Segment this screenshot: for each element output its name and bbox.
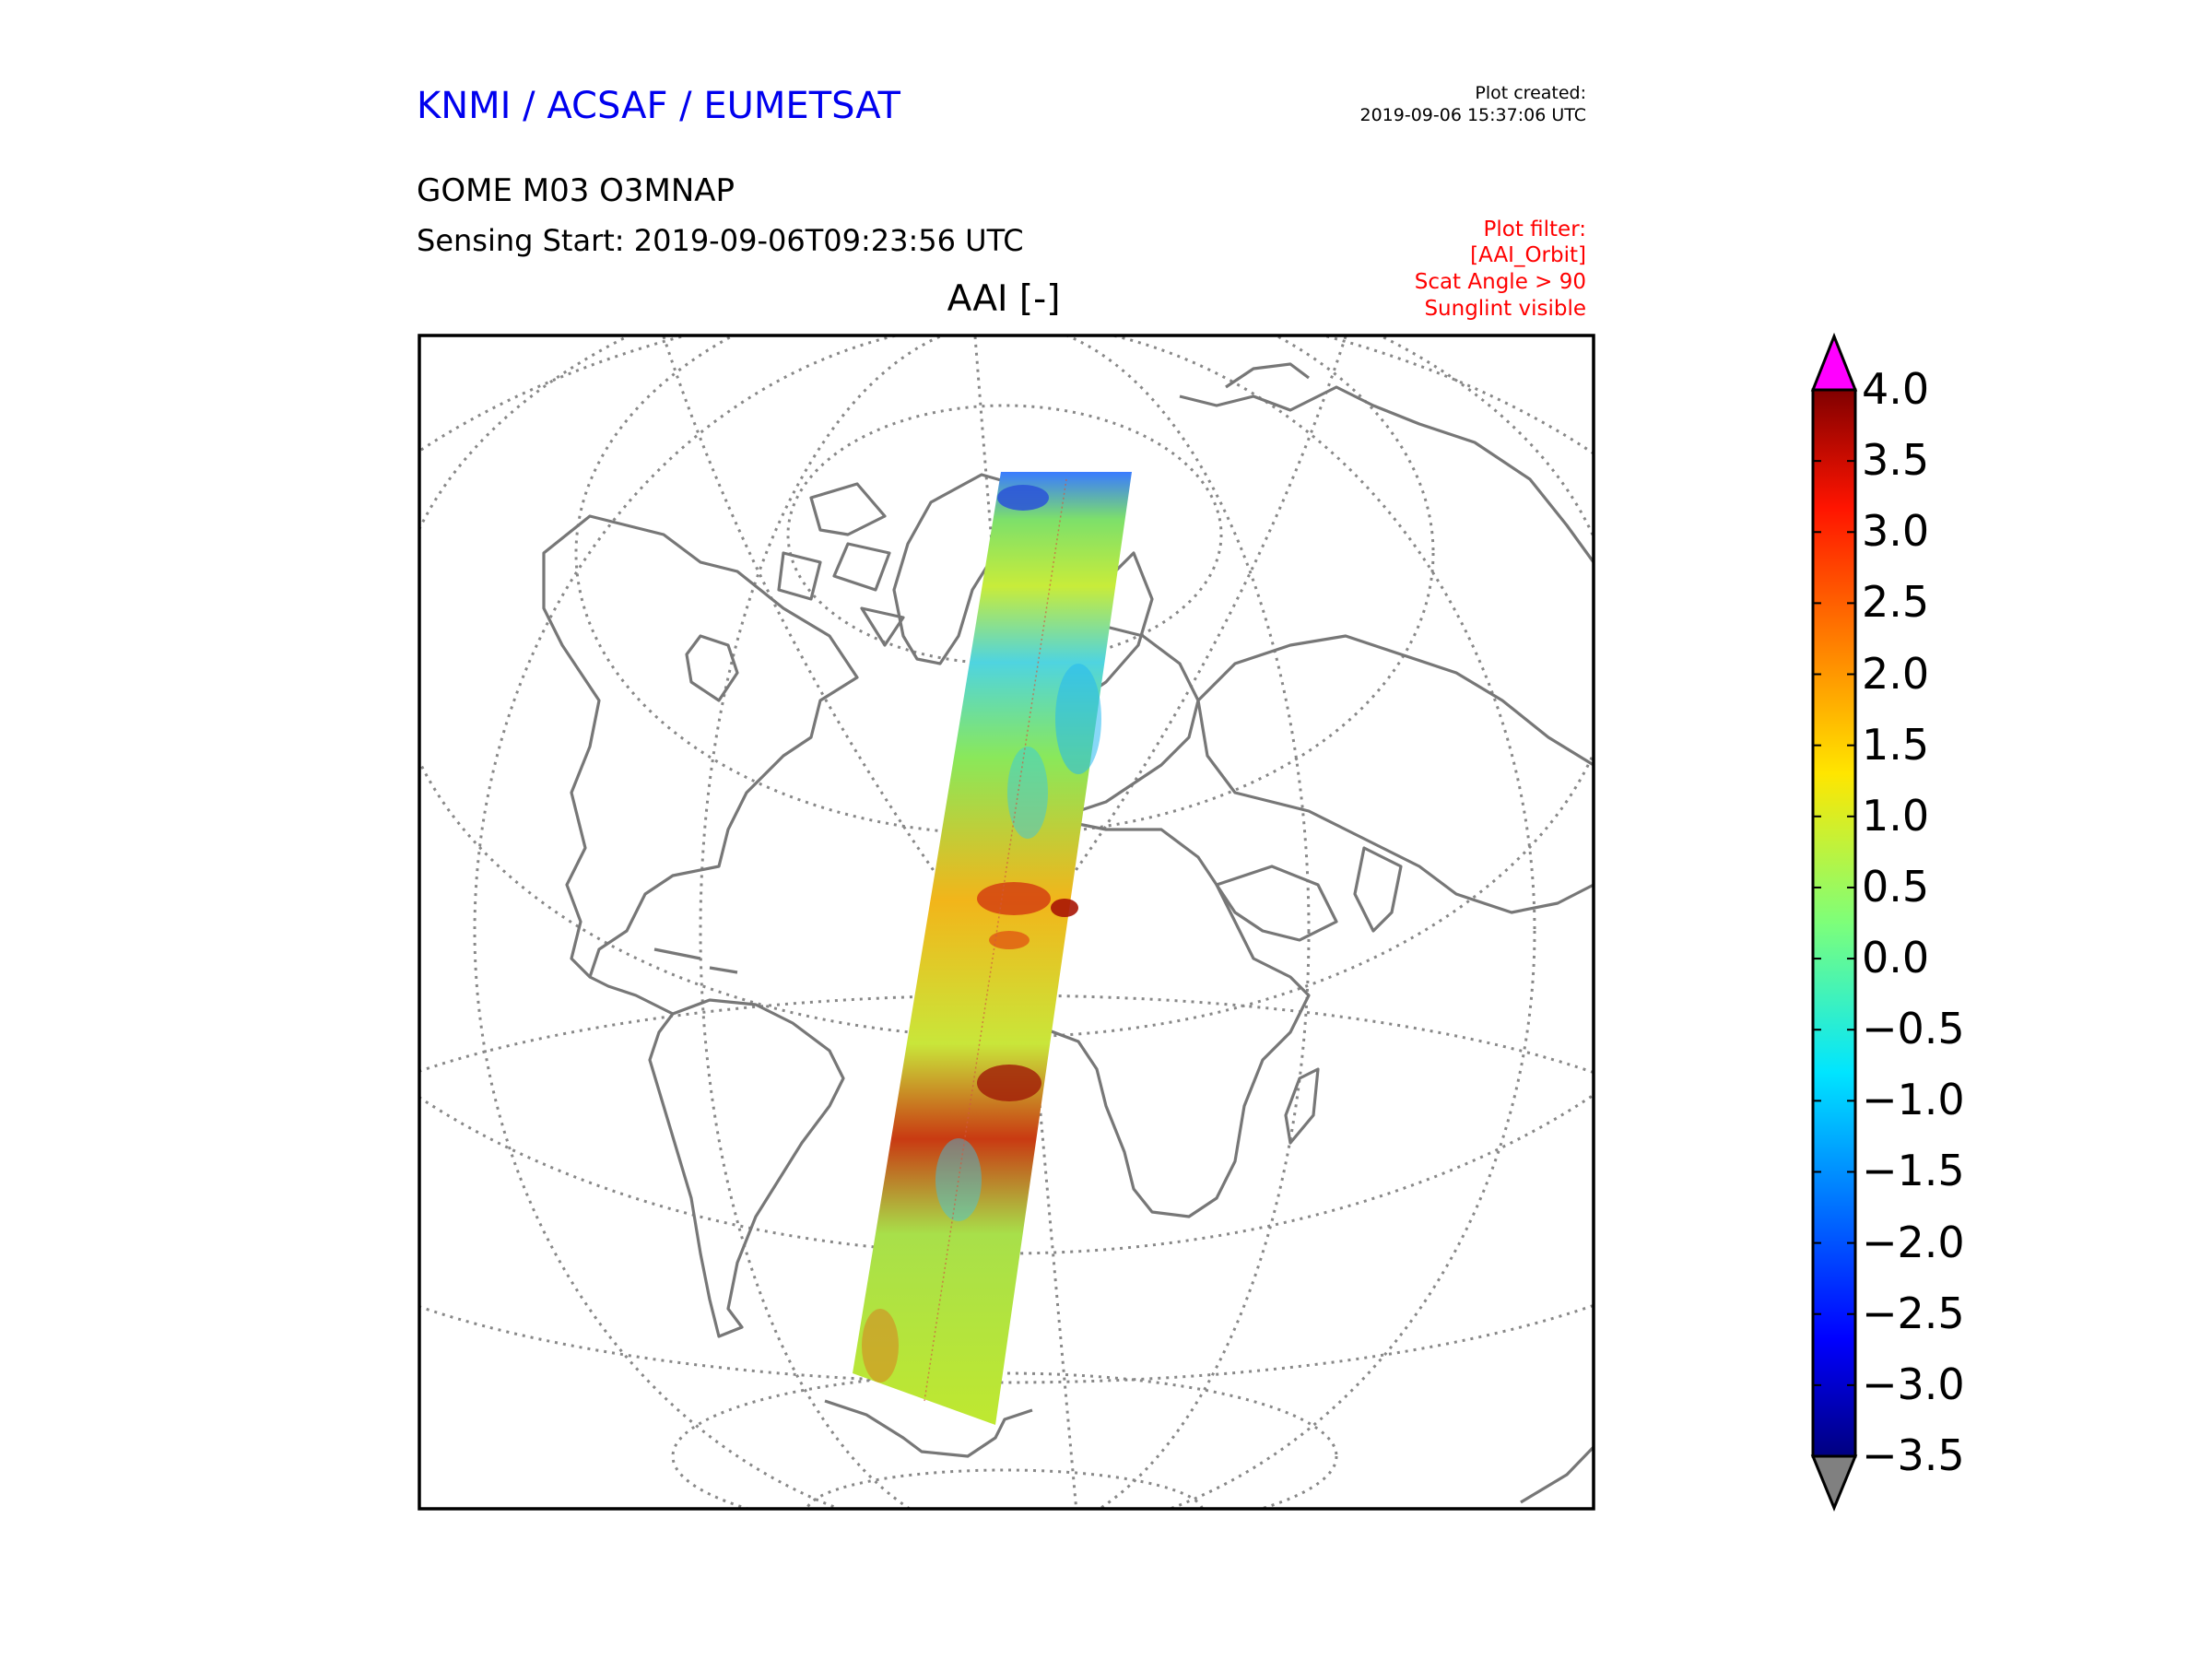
plot-created-date: 2019-09-06 15:37:06 UTC bbox=[1359, 105, 1587, 125]
sensing-start: Sensing Start: 2019-09-06T09:23:56 UTC bbox=[417, 223, 1024, 258]
colorbar-tick-label: 1.5 bbox=[1862, 719, 1930, 770]
plot-filter-heading: Plot filter: bbox=[1483, 218, 1586, 241]
colorbar-tick-label: 3.5 bbox=[1862, 435, 1930, 486]
colorbar-tick-label: 0.5 bbox=[1862, 861, 1930, 912]
colorbar-tick-label: 0.0 bbox=[1862, 933, 1930, 983]
colorbar-tick-label: −3.5 bbox=[1862, 1430, 1965, 1480]
map-frame bbox=[418, 334, 1595, 1511]
product-title: GOME M03 O3MNAP bbox=[417, 172, 735, 209]
plot-filter-orbit: [AAI_Orbit] bbox=[1470, 243, 1586, 267]
colorbar-extend-max bbox=[1810, 332, 1858, 392]
colorbar-tick-label: −2.5 bbox=[1862, 1288, 1965, 1338]
colorbar-tick-label: −1.5 bbox=[1862, 1146, 1965, 1196]
colorbar-tick-label: −1.0 bbox=[1862, 1075, 1965, 1125]
colorbar-gradient bbox=[1811, 388, 1857, 1458]
colorbar-tick-label: −2.0 bbox=[1862, 1217, 1965, 1267]
colorbar-tick-label: −3.0 bbox=[1862, 1359, 1965, 1409]
colorbar-tick-label: 2.5 bbox=[1862, 577, 1930, 628]
colorbar-tick-label: 4.0 bbox=[1862, 364, 1930, 414]
colorbar-tick-label: 3.0 bbox=[1862, 506, 1930, 557]
map-variable-title: AAI [-] bbox=[947, 278, 1061, 320]
plot-filter-scat-angle: Scat Angle > 90 bbox=[1414, 270, 1586, 294]
colorbar-extend-min bbox=[1810, 1454, 1858, 1512]
organization-title: KNMI / ACSAF / EUMETSAT bbox=[417, 85, 900, 127]
plot-filter-sunglint: Sunglint visible bbox=[1424, 297, 1586, 321]
colorbar-tick-label: 2.0 bbox=[1862, 648, 1930, 699]
plot-created-label: Plot created: bbox=[1475, 83, 1586, 103]
aai-swath bbox=[853, 472, 1132, 1425]
colorbar-tick-label: −0.5 bbox=[1862, 1004, 1965, 1054]
colorbar-tick-label: 1.0 bbox=[1862, 790, 1930, 841]
colorbar bbox=[1810, 332, 1858, 1512]
